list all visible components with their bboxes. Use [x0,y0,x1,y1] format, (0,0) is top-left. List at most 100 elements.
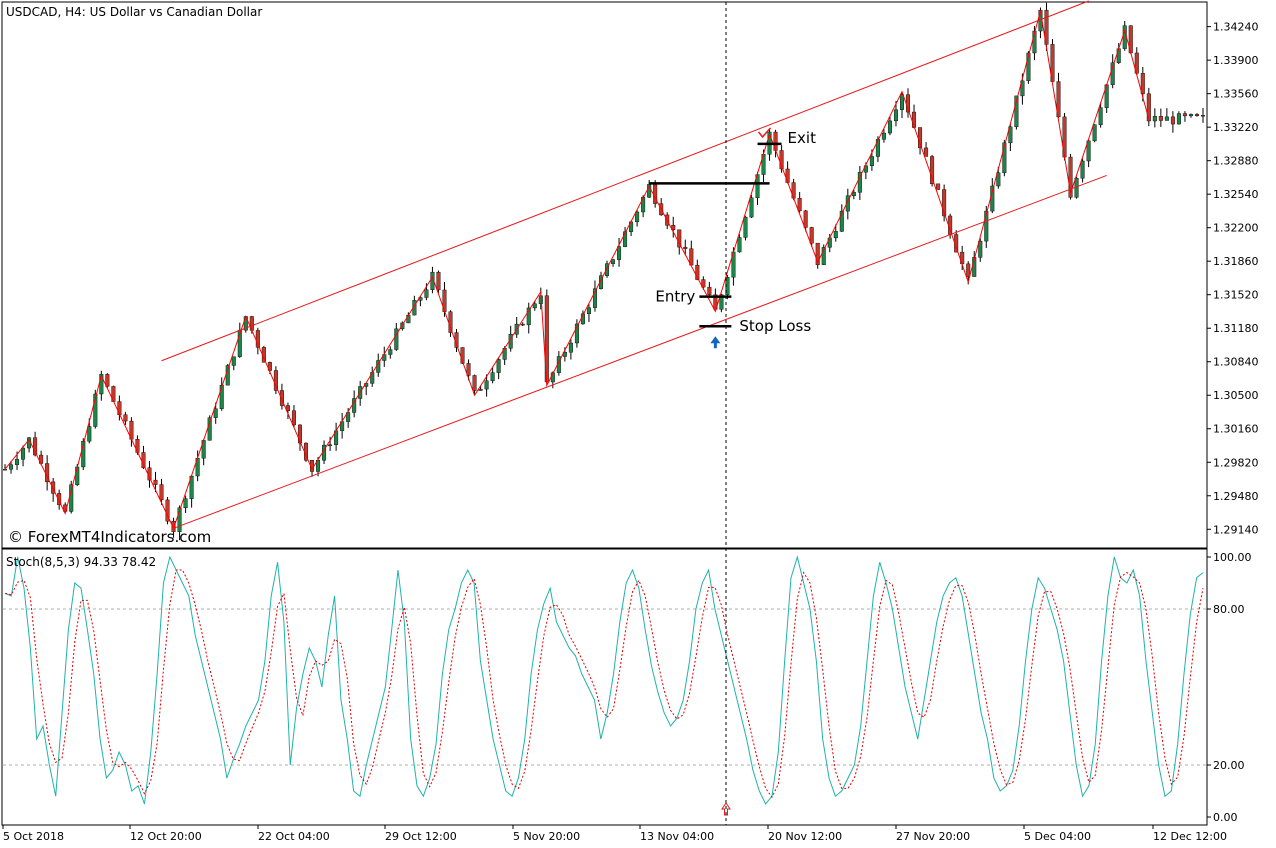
candle-body [135,439,140,453]
stochastic-levels: 100.00 80.00 20.00 0.00 [3,551,1252,824]
candle-body [75,466,80,485]
candle-body [713,294,718,310]
candle-body [1116,48,1121,63]
candle-body [797,197,802,212]
candle-body [1164,116,1169,121]
candle-body [1176,113,1181,125]
stoch-tick-label: 100.00 [1213,551,1252,564]
price-tick-label: 1.32880 [1213,155,1259,168]
candle-body [930,156,935,185]
time-tick-label: 5 Dec 04:00 [1024,830,1091,843]
channel-upper-line [161,0,1089,362]
candle-body [273,370,278,391]
time-tick-label: 5 Nov 20:00 [513,830,580,843]
candle-body [1098,107,1103,125]
price-axis: 1.34240 1.33900 1.33560 1.33220 1.32880 1.325… [1207,21,1259,536]
candle-body [1056,81,1061,118]
price-chart-title: USDCAD, H4: US Dollar vs Canadian Dollar [6,5,262,19]
candle-body [388,349,393,355]
time-tick-label: 22 Oct 04:00 [258,830,330,843]
price-channel [161,0,1107,529]
price-tick-label: 1.29820 [1213,456,1259,469]
candle-body [472,375,477,391]
candle-body [719,294,724,310]
candle-body [51,481,56,494]
candle-body [213,408,218,418]
candle-body [1140,73,1145,94]
time-tick-label: 27 Nov 20:00 [896,830,970,843]
candle-body [899,94,904,110]
candle-body [328,444,333,447]
candle-body [635,211,640,223]
candle-body [605,263,610,276]
candle-body [87,426,92,442]
candle-body [490,372,495,382]
candle-body [394,328,399,350]
time-tick-label: 29 Oct 12:00 [385,830,457,843]
candle-body [1182,113,1187,117]
candle-body [1194,114,1199,116]
candle-body [93,393,98,427]
candle-body [448,311,453,333]
time-tick-label: 20 Nov 12:00 [768,830,842,843]
candle-body [839,210,844,232]
candle-body [617,246,622,260]
price-tick-label: 1.33560 [1213,88,1259,101]
zigzag-indicator [4,10,1150,530]
price-tick-label: 1.29140 [1213,523,1259,536]
price-tick-label: 1.33900 [1213,54,1259,67]
channel-lower-line [173,174,1107,529]
candle-body [165,499,170,522]
candle-body [779,150,784,170]
candle-body [821,247,826,265]
candle-body [887,120,892,134]
check-icon [757,127,772,139]
candle-body [9,464,14,470]
candle-body [574,323,579,344]
stoch-main-line [4,555,1204,805]
candle-body [869,156,874,166]
price-tick-label: 1.31520 [1213,289,1259,302]
time-tick-label: 13 Nov 04:00 [640,830,714,843]
stoch-signal-line [4,569,1204,799]
stoch-tick-label: 0.00 [1213,811,1238,824]
candle-body [924,147,929,157]
candle-body [623,231,628,247]
candle-body [1026,52,1031,82]
time-tick-label: 12 Oct 20:00 [130,830,202,843]
candle-body [598,275,603,289]
candle-body [520,323,525,326]
price-tick-label: 1.33220 [1213,121,1259,134]
candle-body [177,507,182,532]
candle-body [267,362,272,371]
time-tick-label: 5 Oct 2018 [3,830,64,843]
candle-body [586,307,591,315]
buy-arrow-icon [710,336,721,349]
candle-body [285,405,290,411]
candle-body [996,172,1001,187]
candle-body [15,459,20,465]
candle-body [966,263,971,277]
time-tick-label: 12 Dec 12:00 [1153,830,1227,843]
candle-body [809,227,814,244]
candle-body [231,356,236,366]
candle-body [1146,93,1151,122]
candle-body [815,242,820,265]
stoch-tick-label: 20.00 [1213,759,1245,772]
candle-body [57,493,62,506]
candle-body [346,412,351,422]
candle-body [3,468,7,471]
price-tick-label: 1.34240 [1213,21,1259,34]
candle-body [592,288,597,308]
candle-body [749,197,754,218]
exit-label: Exit [788,129,817,147]
candle-body [803,210,808,228]
candle-body [33,437,38,456]
candle-body [291,410,296,426]
price-tick-label: 1.32540 [1213,188,1259,201]
candle-body [1158,116,1163,121]
candle-body [984,210,989,242]
candle-body [942,189,947,217]
candle-body [123,414,128,422]
candle-body [1086,140,1091,162]
